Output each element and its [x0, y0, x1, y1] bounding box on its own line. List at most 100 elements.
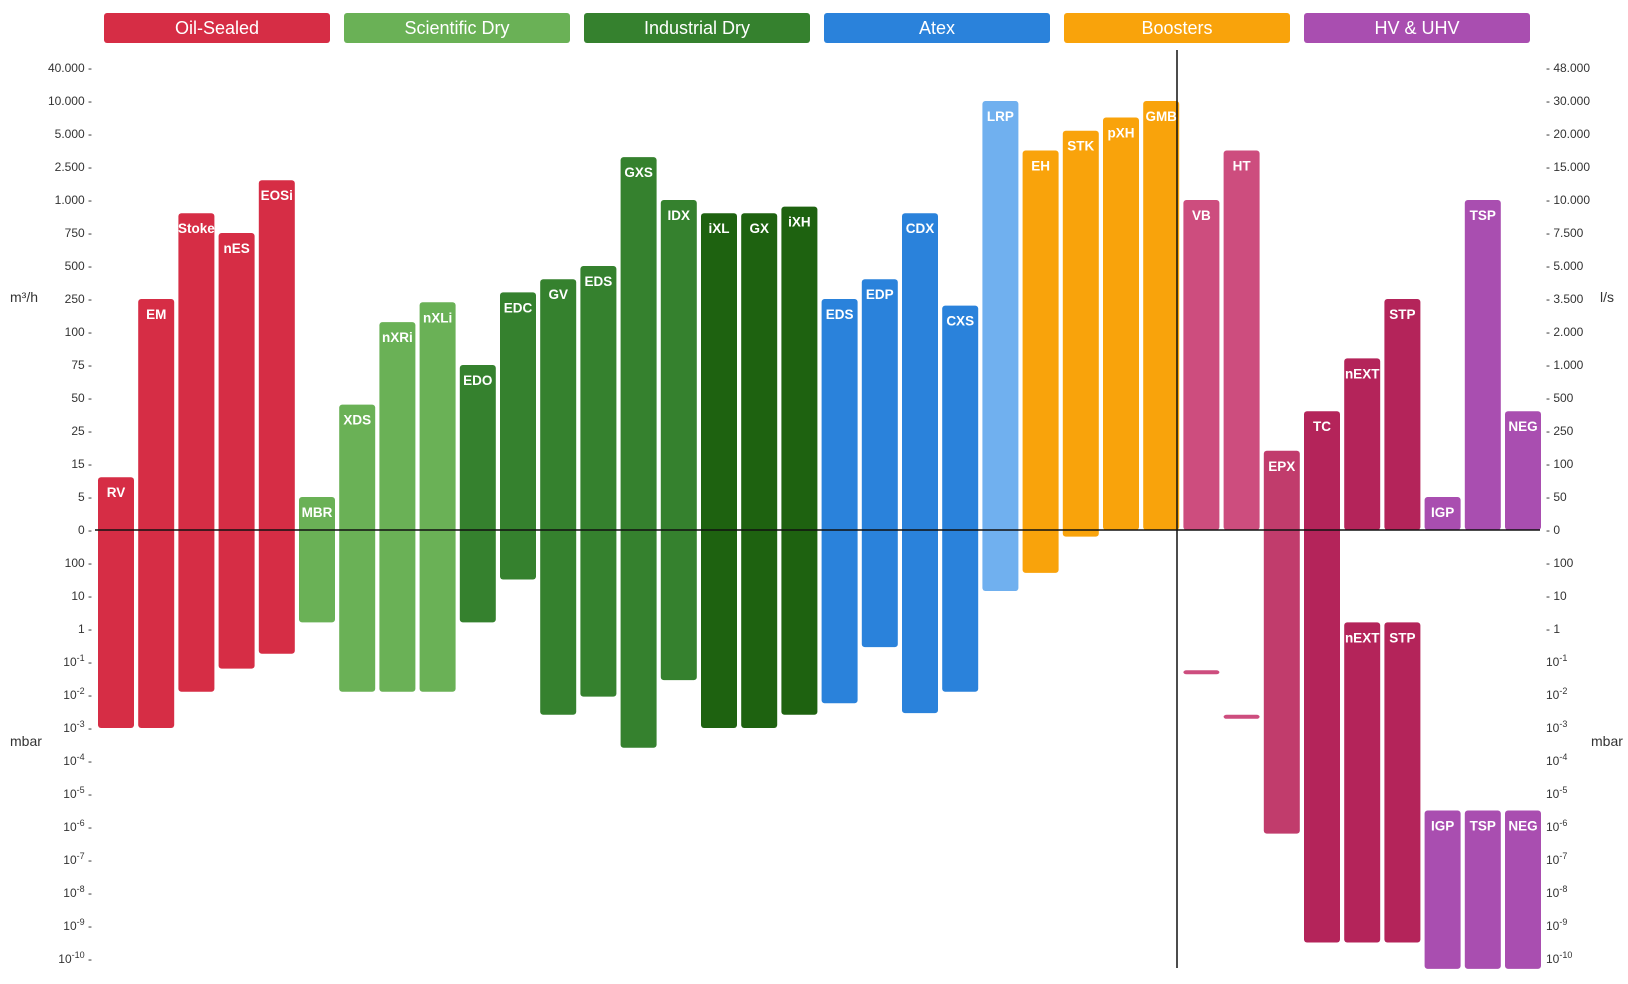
tick-label: 10-7	[1546, 851, 1567, 867]
bar-label-edp: EDP	[866, 287, 894, 302]
tick-label: - 0	[1546, 523, 1560, 537]
bar-mbr	[299, 497, 335, 623]
bar-nxri	[379, 322, 416, 692]
bar-label-stoke: Stoke	[178, 221, 215, 236]
tick-label: 10-2	[1546, 686, 1567, 702]
bar-tsp	[1464, 200, 1501, 530]
tick-label: 10-1	[1546, 653, 1567, 669]
tick-label: 10-10 -	[58, 950, 92, 966]
bar-idx	[660, 200, 697, 681]
tick-label: - 3.500	[1546, 292, 1584, 306]
tick-label: 10-9 -	[63, 917, 92, 933]
tick-label: - 100	[1546, 556, 1574, 570]
bar-ixh	[781, 206, 818, 715]
tick-label: 10-8	[1546, 884, 1567, 900]
bar-label-neg: NEG	[1508, 419, 1537, 434]
bar-pxh	[1103, 117, 1139, 530]
bar-gmb	[1143, 101, 1180, 530]
category-scientific-dry	[344, 13, 570, 43]
bar-ht	[1223, 150, 1260, 530]
category-label: Industrial Dry	[644, 18, 750, 38]
bar-neg	[1505, 411, 1541, 530]
tick-label: 1 -	[78, 622, 92, 636]
bar-nxli	[419, 302, 456, 692]
bar-label-ixl: iXL	[708, 221, 729, 236]
bar-label-stp: STP	[1389, 630, 1415, 645]
bar-label-tsp: TSP	[1470, 819, 1496, 834]
bar-labels: RV EM Stoke nES EOSi MBR XDS nXRi nXLi EDO EDC GV ED…	[107, 109, 1538, 834]
bar-gx	[741, 213, 778, 728]
bar-edo	[459, 365, 496, 623]
category-header: Oil-Sealed Scientific Dry Industrial Dry At…	[104, 13, 1530, 43]
bar-label-tc: TC	[1313, 419, 1331, 434]
bar-label-gv: GV	[548, 287, 568, 302]
bar-gv	[540, 279, 577, 715]
bar-edc	[500, 292, 536, 580]
right-speed-unit: l/s	[1600, 289, 1614, 305]
bars	[98, 101, 1541, 969]
tick-label: 5 -	[78, 490, 92, 504]
bar-label-eds: EDS	[585, 274, 613, 289]
tick-label: 10.000 -	[48, 94, 92, 108]
axis-lines	[95, 50, 1540, 968]
tick-label: - 2.000	[1546, 325, 1584, 339]
bar-next	[1344, 622, 1381, 943]
tick-label: - 10.000	[1546, 193, 1590, 207]
tick-label: 10-10	[1546, 950, 1572, 966]
tick-label: - 20.000	[1546, 127, 1590, 141]
bar-label-gxs: GXS	[624, 165, 653, 180]
tick-label: - 100	[1546, 457, 1574, 471]
tick-label: 10-6 -	[63, 818, 92, 834]
category-boosters	[1064, 13, 1290, 43]
tick-label: 10-5	[1546, 785, 1567, 801]
tick-label: 50 -	[71, 391, 92, 405]
bar-label-mbr: MBR	[302, 505, 333, 520]
bar-label-tsp: TSP	[1470, 208, 1496, 223]
tick-label: 10-8 -	[63, 884, 92, 900]
bar-label-ht: HT	[1233, 159, 1252, 174]
tick-label: - 1.000	[1546, 358, 1584, 372]
bar-edp	[861, 279, 898, 648]
bar-tsp	[1464, 810, 1501, 969]
category-label: Oil-Sealed	[175, 18, 259, 38]
tick-label: - 48.000	[1546, 61, 1590, 75]
tick-label: - 500	[1546, 391, 1574, 405]
tick-label: 250 -	[65, 292, 92, 306]
tick-label: 100 -	[65, 325, 92, 339]
bar-stp	[1384, 299, 1421, 530]
bar-lrp	[982, 101, 1019, 592]
tick-label: 75 -	[71, 358, 92, 372]
bar-next	[1344, 358, 1381, 530]
tick-label: 10 -	[71, 589, 92, 603]
bar-gxs	[620, 157, 657, 748]
axis-ticks: 40.000 - 10.000 - 5.000 - 2.500 - 1.000 - 750…	[48, 61, 1590, 966]
tick-label: 10-3 -	[63, 719, 92, 735]
bar-eh	[1022, 150, 1059, 573]
bar-label-nxri: nXRi	[382, 330, 413, 345]
tick-label: 0 -	[78, 523, 92, 537]
bar-label-pxh: pXH	[1108, 126, 1135, 141]
bar-igp	[1424, 497, 1461, 530]
bar-xds	[339, 404, 376, 692]
bar-eds	[821, 299, 858, 704]
bar-label-igp: IGP	[1431, 505, 1454, 520]
bar-rv	[98, 477, 134, 728]
bar-label-stk: STK	[1067, 139, 1094, 154]
bar-label-neg: NEG	[1508, 819, 1537, 834]
bar-label-edc: EDC	[504, 300, 533, 315]
bar-cdx	[902, 213, 938, 714]
tick-label: 10-4 -	[63, 752, 92, 768]
bar-label-cdx: CDX	[906, 221, 935, 236]
bar-stoke	[178, 213, 215, 692]
bar-ht	[1223, 714, 1260, 719]
tick-label: - 7.500	[1546, 226, 1584, 240]
tick-label: 10-4	[1546, 752, 1567, 768]
bar-label-eosi: EOSi	[261, 188, 293, 203]
bar-igp	[1424, 810, 1461, 969]
left-pressure-unit: mbar	[10, 733, 42, 749]
bar-epx	[1263, 450, 1300, 834]
tick-label: 15 -	[71, 457, 92, 471]
bar-label-next: nEXT	[1345, 366, 1380, 381]
bar-label-ixh: iXH	[788, 215, 811, 230]
